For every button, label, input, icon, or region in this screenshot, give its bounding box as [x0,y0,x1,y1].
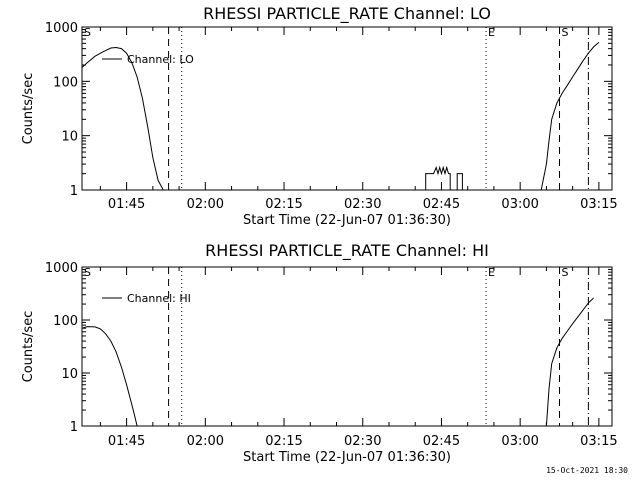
marker-label: S [84,266,91,279]
chart-panel-lo: RHESSI PARTICLE_RATE Channel: LO 1 10 100 10… [21,4,618,228]
plot-frame [81,26,613,191]
series-line [425,165,463,191]
y-tick-label: 1 [70,420,78,435]
y-tick-label: 100 [53,314,78,329]
x-tick-label: 02:45 [423,434,460,449]
x-axis-label: Start Time (22-Jun-07 01:36:30) [243,213,451,228]
x-tick-label: 02:00 [187,434,224,449]
legend-label: Channel: LO [127,53,194,66]
x-tick-label: 02:30 [344,197,381,212]
chart-panel-hi: RHESSI PARTICLE_RATE Channel: HI 1 10 100 10… [21,241,618,465]
x-tick-label: 01:45 [108,197,145,212]
y-tick-label: 1000 [45,261,78,276]
marker-label: E [488,26,495,39]
chart-title: RHESSI PARTICLE_RATE Channel: HI [205,241,489,261]
marker-label: E [488,266,495,279]
series-line [545,297,594,427]
y-tick-label: 10 [61,367,78,382]
x-tick-label: 03:00 [501,434,538,449]
series-line [540,42,600,191]
x-tick-label: 02:15 [265,197,302,212]
y-tick-label: 100 [53,75,78,90]
y-tick-label: 1 [70,184,78,199]
series-line [81,46,164,191]
x-tick-label: 03:00 [501,197,538,212]
marker-label: S [84,26,91,39]
footer-timestamp: 15-Oct-2021 18:30 [546,466,628,475]
x-tick-label: 03:15 [580,197,617,212]
series-line [81,326,138,427]
plot-frame [81,266,613,427]
legend-label: Channel: HI [127,292,191,305]
y-axis-label: Counts/sec [21,311,36,383]
y-axis-label: Counts/sec [21,73,36,145]
y-tick-label: 1000 [45,21,78,36]
x-tick-label: 02:45 [423,197,460,212]
x-tick-label: 02:00 [187,197,224,212]
x-tick-label: 01:45 [108,434,145,449]
y-tick-label: 10 [61,130,78,145]
chart-title: RHESSI PARTICLE_RATE Channel: LO [203,4,491,24]
x-tick-label: 03:15 [580,434,617,449]
x-axis-label: Start Time (22-Jun-07 01:36:30) [243,450,451,465]
marker-label: S [562,26,569,39]
marker-label: S [562,266,569,279]
x-tick-label: 02:15 [265,434,302,449]
x-tick-label: 02:30 [344,434,381,449]
